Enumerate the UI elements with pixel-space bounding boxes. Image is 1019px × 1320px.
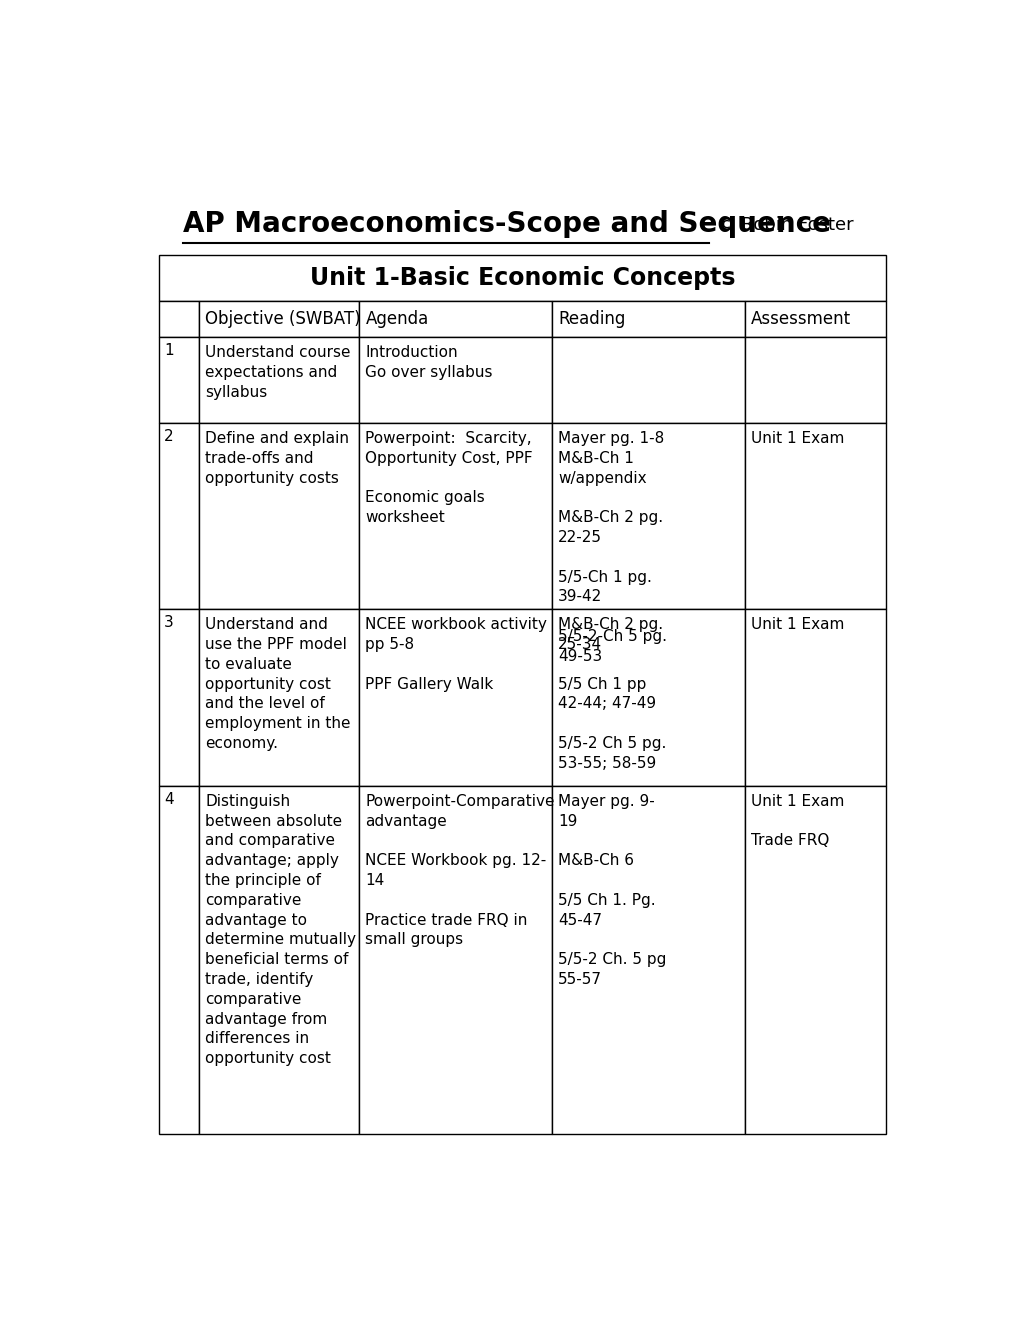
Text: 2: 2 [164, 429, 173, 444]
Text: 1: 1 [164, 343, 173, 358]
Text: Introduction
Go over syllabus: Introduction Go over syllabus [365, 346, 492, 380]
Text: Unit 1-Basic Economic Concepts: Unit 1-Basic Economic Concepts [310, 265, 735, 290]
Bar [359, 301, 551, 337]
Text: 3: 3 [164, 615, 173, 630]
Bar [199, 609, 359, 785]
Bar [159, 337, 199, 422]
Bar [199, 301, 359, 337]
Text: Assessment: Assessment [750, 310, 850, 327]
Text: © Robin Foster: © Robin Foster [711, 215, 853, 234]
Bar [359, 422, 551, 609]
Text: Powerpoint-Comparative
advantage

NCEE Workbook pg. 12-
14

Practice trade FRQ i: Powerpoint-Comparative advantage NCEE Wo… [365, 793, 554, 948]
Bar [744, 337, 886, 422]
Bar [551, 785, 744, 1134]
Text: Understand course
expectations and
syllabus: Understand course expectations and sylla… [205, 346, 351, 400]
Bar [551, 609, 744, 785]
Bar [199, 422, 359, 609]
Text: 4: 4 [164, 792, 173, 807]
Text: Unit 1 Exam: Unit 1 Exam [750, 432, 844, 446]
Text: Reading: Reading [557, 310, 625, 327]
Bar [551, 301, 744, 337]
Bar [359, 609, 551, 785]
Text: Distinguish
between absolute
and comparative
advantage; apply
the principle of
c: Distinguish between absolute and compara… [205, 793, 356, 1067]
Bar [744, 785, 886, 1134]
Text: Objective (SWBAT): Objective (SWBAT) [205, 310, 361, 327]
Bar [159, 785, 199, 1134]
Bar [199, 337, 359, 422]
Bar [551, 337, 744, 422]
Bar [359, 785, 551, 1134]
Bar [359, 337, 551, 422]
Bar [159, 255, 886, 301]
Bar [744, 609, 886, 785]
Bar [199, 785, 359, 1134]
Bar [159, 422, 199, 609]
Text: NCEE workbook activity
pp 5-8

PPF Gallery Walk: NCEE workbook activity pp 5-8 PPF Galler… [365, 618, 547, 692]
Bar [159, 301, 199, 337]
Bar [744, 301, 886, 337]
Text: Agenda: Agenda [365, 310, 428, 327]
Text: Unit 1 Exam: Unit 1 Exam [750, 618, 844, 632]
Bar [551, 422, 744, 609]
Text: Understand and
use the PPF model
to evaluate
opportunity cost
and the level of
e: Understand and use the PPF model to eval… [205, 618, 351, 751]
Text: M&B-Ch 2 pg.
25-34

5/5 Ch 1 pp
42-44; 47-49

5/5-2 Ch 5 pg.
53-55; 58-59: M&B-Ch 2 pg. 25-34 5/5 Ch 1 pp 42-44; 47… [557, 618, 665, 771]
Text: Unit 1 Exam

Trade FRQ: Unit 1 Exam Trade FRQ [750, 793, 844, 849]
Text: AP Macroeconomics-Scope and Sequence: AP Macroeconomics-Scope and Sequence [182, 210, 830, 239]
Text: Mayer pg. 9-
19

M&B-Ch 6

5/5 Ch 1. Pg.
45-47

5/5-2 Ch. 5 pg
55-57: Mayer pg. 9- 19 M&B-Ch 6 5/5 Ch 1. Pg. 4… [557, 793, 665, 987]
Text: Mayer pg. 1-8
M&B-Ch 1
w/appendix

M&B-Ch 2 pg.
22-25

5/5-Ch 1 pg.
39-42

5/5-2: Mayer pg. 1-8 M&B-Ch 1 w/appendix M&B-Ch… [557, 432, 666, 664]
Text: Define and explain
trade-offs and
opportunity costs: Define and explain trade-offs and opport… [205, 432, 350, 486]
Bar [744, 422, 886, 609]
Bar [159, 609, 199, 785]
Text: Powerpoint:  Scarcity,
Opportunity Cost, PPF

Economic goals
worksheet: Powerpoint: Scarcity, Opportunity Cost, … [365, 432, 533, 525]
